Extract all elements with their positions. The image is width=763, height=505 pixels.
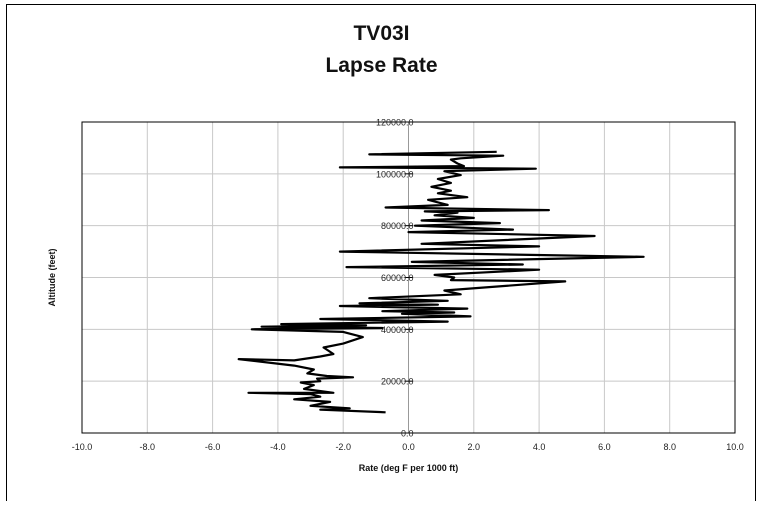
chart-frame bbox=[6, 4, 756, 501]
y-tick-label: 80000.0 bbox=[381, 221, 414, 231]
x-tick-label: -6.0 bbox=[205, 442, 221, 452]
y-tick-label: 100000.0 bbox=[376, 169, 414, 179]
x-tick-label: -4.0 bbox=[270, 442, 286, 452]
chart-title-block: TV03I Lapse Rate bbox=[0, 18, 763, 82]
x-tick-label: 4.0 bbox=[533, 442, 546, 452]
x-tick-label: -10.0 bbox=[72, 442, 93, 452]
x-tick-label: -2.0 bbox=[335, 442, 351, 452]
y-axis-ticks: 0.0 20000.0 40000.0 60000.0 80000.0 100000.0 1… bbox=[376, 118, 414, 439]
y-tick-label: 0.0 bbox=[401, 429, 414, 439]
x-tick-label: 10.0 bbox=[726, 442, 744, 452]
y-axis-title: Altitude (feet) bbox=[47, 249, 57, 307]
x-tick-label: 6.0 bbox=[598, 442, 611, 452]
x-tick-label: 0.0 bbox=[402, 442, 415, 452]
y-tick-label: 40000.0 bbox=[381, 325, 414, 335]
x-axis-title: Rate (deg F per 1000 ft) bbox=[359, 463, 459, 473]
chart-title: TV03I bbox=[353, 22, 410, 45]
y-tick-label: 120000.0 bbox=[376, 118, 414, 128]
x-tick-label: 8.0 bbox=[663, 442, 676, 452]
x-tick-label: -8.0 bbox=[140, 442, 156, 452]
y-tick-label: 20000.0 bbox=[381, 377, 414, 387]
chart-subtitle: Lapse Rate bbox=[325, 54, 438, 77]
series-line bbox=[237, 150, 645, 414]
x-tick-label: 2.0 bbox=[468, 442, 481, 452]
x-axis-ticks: -10.0 -8.0 -6.0 -4.0 -2.0 0.0 2.0 4.0 6.0 8.0 10.0 bbox=[72, 442, 744, 452]
y-tick-label: 60000.0 bbox=[381, 273, 414, 283]
